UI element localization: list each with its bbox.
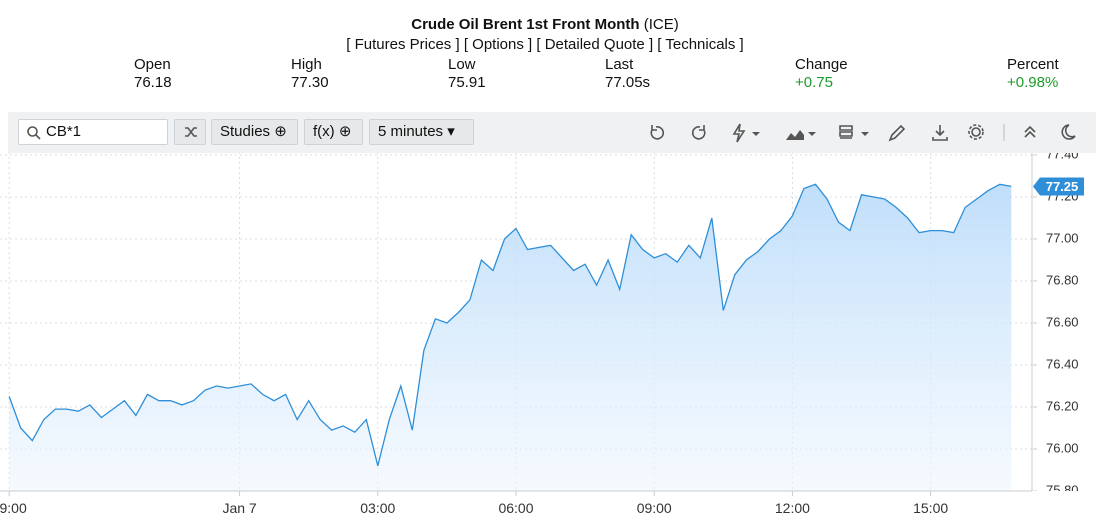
x-tick-label: 03:00 (360, 500, 395, 516)
caret (808, 132, 816, 136)
link[interactable]: [ Futures Prices ] (346, 36, 460, 53)
toolbar-icons (650, 123, 1076, 143)
quote-value: 77.30 (291, 74, 329, 91)
quote-percent: Percent +0.98% (1007, 56, 1059, 92)
title-text: Crude Oil Brent 1st Front Month (411, 16, 640, 33)
symbol-input[interactable]: CB*1 (18, 119, 168, 145)
y-tick-label: 75.80 (1046, 482, 1079, 497)
quote-change: Change +0.75 (795, 56, 848, 92)
x-tick-label: 12:00 (775, 500, 810, 516)
collapse-icon[interactable] (1024, 125, 1036, 138)
quote-value: 77.05s (605, 74, 651, 91)
quote-label: Low (448, 56, 476, 73)
quote-label: Percent (1007, 56, 1059, 73)
x-tick-label: 15:00 (913, 500, 948, 516)
toolbar: CB*1 Studies ⊕ f(x) ⊕ 5 minutes ▾ (8, 112, 1096, 153)
download-icon[interactable] (932, 125, 948, 141)
area-fill (9, 184, 1012, 491)
button-label: Studies (220, 123, 271, 140)
y-tick-label: 76.00 (1046, 440, 1079, 455)
events-icon[interactable] (732, 123, 746, 143)
chart-type-icon[interactable] (786, 130, 804, 140)
last-price-label: 77.25 (1046, 179, 1079, 194)
title: Crude Oil Brent 1st Front Month (ICE) (0, 16, 1090, 33)
y-tick-label: 77.40 (1046, 146, 1079, 161)
caret (752, 132, 760, 136)
y-tick-label: 76.60 (1046, 314, 1079, 329)
plot-area (8, 183, 1012, 491)
y-tick-label: 76.80 (1046, 272, 1079, 287)
quote-label: Change (795, 56, 848, 73)
quote-label: Last (605, 56, 634, 73)
redo-icon[interactable] (691, 125, 706, 140)
y-axis: 75.8076.0076.2076.4076.6076.8077.0077.20… (1033, 146, 1079, 497)
quote-high: High 77.30 (291, 56, 329, 92)
quote-open: Open 76.18 (134, 56, 172, 92)
exchange: (ICE) (643, 16, 679, 33)
interval-button[interactable]: 5 minutes ▾ (369, 119, 474, 145)
quote-value: 76.18 (134, 74, 172, 91)
quote-low: Low 75.91 (448, 56, 486, 92)
draw-icon[interactable] (888, 124, 906, 142)
search-icon (27, 126, 41, 140)
x-axis: 19:00 Jan 7 03:00 06:00 09:00 12:00 15:00 (0, 491, 948, 516)
link[interactable]: [ Detailed Quote ] (536, 36, 654, 53)
button-label: 5 minutes (378, 123, 444, 140)
quote-label: High (291, 56, 322, 73)
undo-icon[interactable] (650, 125, 665, 140)
theme-icon[interactable] (1061, 124, 1076, 140)
quote-value: +0.75 (795, 74, 833, 91)
link[interactable]: [ Options ] (463, 36, 533, 53)
last-price-marker (1033, 177, 1084, 196)
y-tick-label: 76.20 (1046, 398, 1079, 413)
links: [ Futures Prices ] [ Options ] [ Detaile… (0, 36, 1090, 53)
button-label: f(x) (313, 123, 335, 140)
x-tick-label: 09:00 (637, 500, 672, 516)
caret (861, 132, 869, 136)
shuffle-icon (185, 127, 197, 137)
x-tick-label: 19:00 (0, 500, 27, 516)
quote-label: Open (134, 56, 171, 73)
price-line (8, 183, 1012, 466)
studies-button[interactable]: Studies ⊕ (211, 119, 298, 145)
settings-icon[interactable] (971, 127, 981, 137)
link[interactable]: [ Technicals ] (657, 36, 744, 53)
function-button[interactable]: f(x) ⊕ (304, 119, 363, 145)
y-tick-label: 76.40 (1046, 356, 1079, 371)
x-tick-label: Jan 7 (222, 500, 256, 516)
compare-button[interactable] (174, 119, 206, 145)
layout-icon[interactable] (839, 125, 853, 139)
x-tick-label: 06:00 (498, 500, 533, 516)
y-tick-label: 77.00 (1046, 230, 1079, 245)
quote-value: +0.98% (1007, 74, 1059, 91)
quote-value: 75.91 (448, 74, 486, 91)
quote-last: Last 77.05s (605, 56, 650, 92)
